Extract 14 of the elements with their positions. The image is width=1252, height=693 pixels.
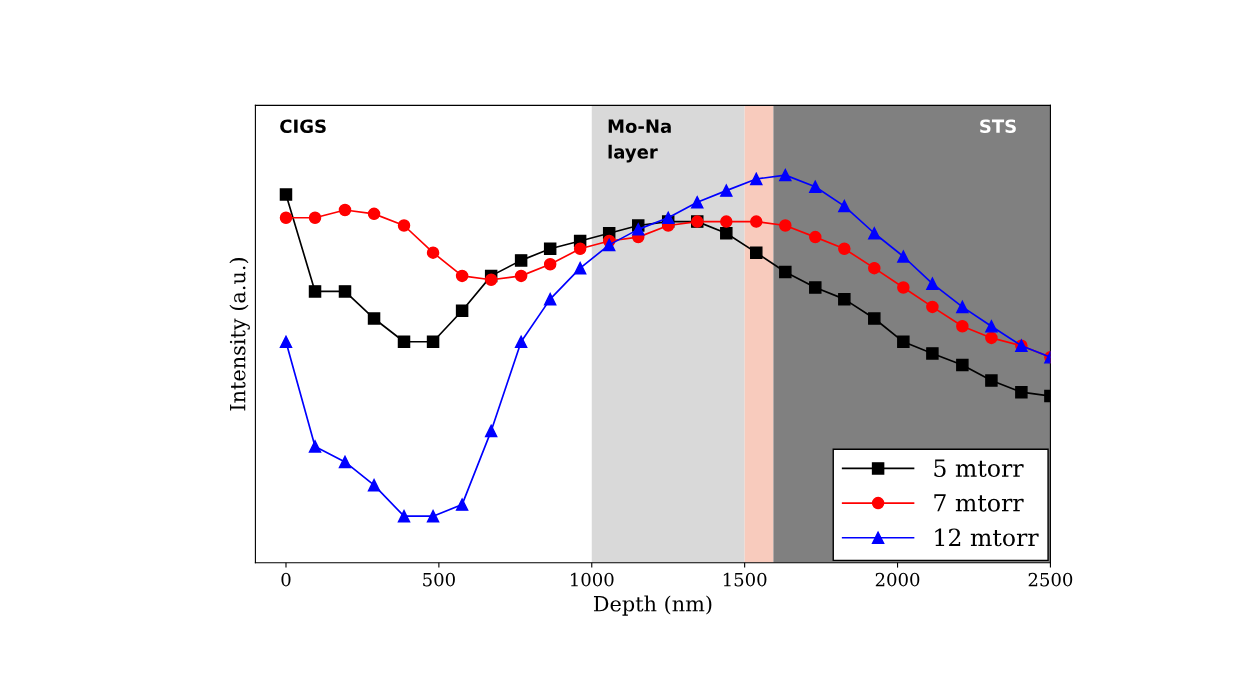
x-tick-label: 1500 (723, 572, 767, 587)
legend-label: 7 mtorr (934, 494, 1024, 512)
x-tick-label: 2500 (1028, 572, 1073, 587)
band-label: Mo-Na layer (608, 119, 671, 163)
legend-label: 5 mtorr (934, 459, 1024, 478)
x-axis-title: Depth (nm) (593, 595, 712, 616)
x-tick-label: 500 (423, 572, 455, 587)
y-axis-title: Intensity (a.u.) (229, 258, 250, 411)
band-label: STS (980, 119, 1016, 134)
x-tick-label: 0 (281, 572, 291, 587)
x-tick-label: 2000 (875, 572, 920, 587)
x-tick-label: 1000 (570, 572, 614, 587)
text: CIGS (280, 119, 326, 134)
legend-label: 12 mtorr (935, 528, 1039, 547)
